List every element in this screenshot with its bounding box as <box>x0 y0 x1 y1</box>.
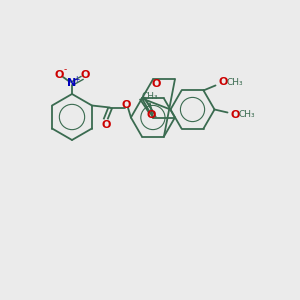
Text: CH₃: CH₃ <box>142 92 158 101</box>
Text: O: O <box>101 121 111 130</box>
Text: O: O <box>219 77 228 87</box>
Text: O: O <box>121 100 130 110</box>
Text: -: - <box>63 65 67 74</box>
Text: O: O <box>54 70 64 80</box>
Text: CH₃: CH₃ <box>238 110 255 119</box>
Text: O: O <box>146 110 156 120</box>
Text: O: O <box>151 80 160 89</box>
Text: O: O <box>80 70 90 80</box>
Text: O: O <box>231 110 240 119</box>
Text: +: + <box>73 76 79 85</box>
Text: CH₃: CH₃ <box>226 78 243 87</box>
Text: N: N <box>68 78 76 88</box>
